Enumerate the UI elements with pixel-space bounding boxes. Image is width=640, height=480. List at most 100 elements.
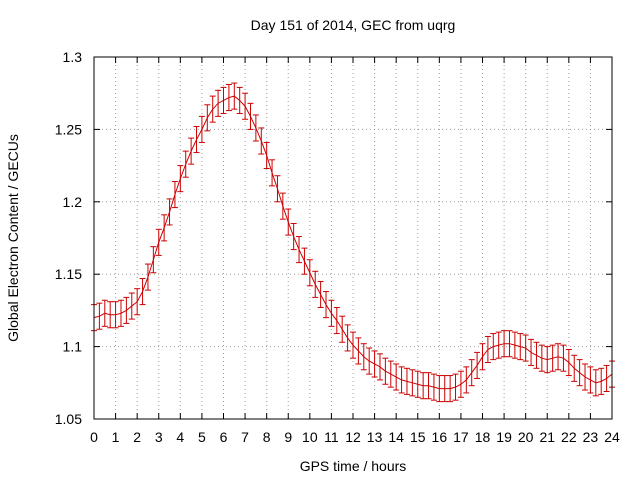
x-tick-label: 0 [90, 429, 98, 445]
error-bar [274, 175, 281, 203]
error-bar [279, 192, 286, 220]
x-tick-label: 14 [388, 429, 404, 445]
error-bar [603, 364, 610, 392]
error-bar [182, 150, 189, 178]
error-bar [123, 296, 130, 324]
error-bar [242, 92, 249, 120]
error-bar [155, 228, 162, 256]
error-bar [463, 366, 470, 394]
x-tick-label: 4 [176, 429, 184, 445]
error-bar [285, 208, 292, 236]
error-bar [101, 299, 108, 327]
error-bar [171, 181, 178, 209]
error-bar [360, 343, 367, 371]
error-bar [220, 86, 227, 114]
error-bar [355, 337, 362, 365]
error-bar [204, 104, 211, 132]
error-bar [457, 370, 464, 398]
error-bar [587, 366, 594, 394]
error-bar [323, 291, 330, 319]
error-bar [522, 334, 529, 362]
y-tick-label: 1.05 [55, 411, 82, 427]
error-bar [209, 95, 216, 123]
error-bar [555, 343, 562, 371]
error-bar [571, 354, 578, 382]
error-bar [339, 315, 346, 343]
x-tick-label: 16 [432, 429, 448, 445]
error-bar [430, 373, 437, 401]
error-bar [193, 126, 200, 154]
error-bar [317, 280, 324, 309]
error-bar [441, 375, 448, 403]
error-bar [96, 302, 103, 330]
error-bar [247, 102, 254, 130]
error-bar [215, 89, 222, 117]
y-axis-label: Global Electron Content / GECUs [5, 134, 21, 342]
y-tick-label: 1.1 [63, 339, 83, 355]
x-tick-label: 15 [410, 429, 426, 445]
error-bar [344, 324, 351, 352]
x-tick-label: 12 [345, 429, 361, 445]
error-bar [301, 247, 308, 275]
x-tick-label: 13 [367, 429, 383, 445]
error-bar [452, 373, 459, 401]
x-tick-label: 7 [241, 429, 249, 445]
x-tick-label: 8 [263, 429, 271, 445]
error-bar [533, 341, 540, 369]
x-tick-label: 11 [324, 429, 339, 445]
x-tick-label: 5 [198, 429, 206, 445]
error-bar [528, 338, 535, 366]
error-bar [107, 301, 114, 329]
chart-title: Day 151 of 2014, GEC from uqrg [251, 17, 456, 33]
error-bar [112, 301, 119, 329]
x-tick-label: 21 [539, 429, 555, 445]
x-tick-label: 22 [561, 429, 577, 445]
error-bar [198, 115, 205, 143]
x-tick-label: 20 [518, 429, 534, 445]
y-tick-label: 1.15 [55, 266, 82, 282]
error-bar [166, 198, 173, 226]
x-tick-label: 9 [284, 429, 292, 445]
error-bar [236, 86, 243, 114]
error-bar [490, 333, 497, 361]
error-bar [549, 344, 556, 372]
error-bar [598, 367, 605, 395]
x-tick-label: 1 [112, 429, 120, 445]
error-bar [371, 350, 378, 378]
error-bar [150, 246, 157, 274]
error-bar [479, 343, 486, 371]
grid-lines [94, 57, 612, 419]
error-bar [576, 359, 583, 387]
error-bar [296, 236, 303, 264]
error-bar [592, 369, 599, 397]
error-bar [436, 375, 443, 403]
x-tick-label: 6 [220, 429, 228, 445]
x-tick-label: 10 [302, 429, 318, 445]
error-bar [511, 331, 518, 359]
error-bar [447, 375, 454, 403]
error-bar [409, 369, 416, 397]
error-bar [425, 372, 432, 400]
error-bar [382, 357, 389, 385]
y-tick-label: 1.3 [63, 49, 83, 65]
error-bar [252, 114, 259, 142]
error-bar [468, 359, 475, 387]
error-bar [306, 259, 313, 287]
error-bar [538, 344, 545, 372]
error-bar [188, 137, 195, 165]
error-bar [366, 347, 373, 375]
error-bar [117, 299, 124, 327]
error-bar [258, 127, 265, 155]
error-bar [269, 159, 276, 187]
error-bar [398, 366, 405, 394]
x-tick-label: 3 [155, 429, 163, 445]
error-bar [128, 292, 135, 320]
error-bar [474, 351, 481, 379]
error-bar [350, 331, 356, 359]
error-bar [517, 333, 524, 361]
error-bar [501, 330, 508, 358]
error-bar [544, 346, 551, 374]
error-bar [414, 370, 421, 398]
error-bar [582, 363, 589, 391]
error-bar [506, 330, 513, 358]
